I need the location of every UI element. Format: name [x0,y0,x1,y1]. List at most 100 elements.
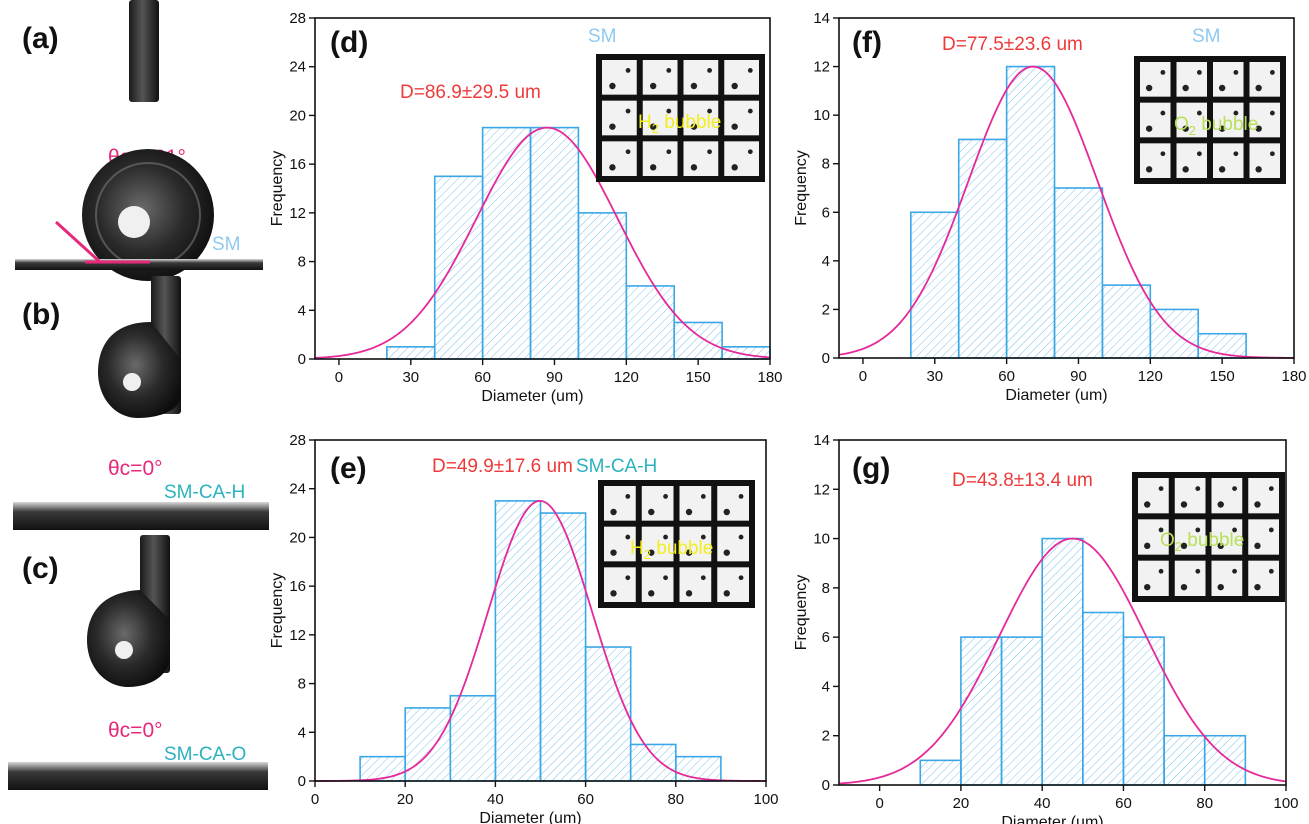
mesh-opening [679,567,712,602]
x-tick-label: 100 [1273,795,1298,812]
bubble [690,82,698,90]
sample-label-a: SM [212,234,241,255]
mesh-opening [717,486,749,521]
mean-diameter-label: D=49.9±17.6 um [432,456,573,477]
histogram-d: 0 30 60 90 120 150 180 0 4 8 12 16 20 24 28 Diameter (u… [269,10,783,405]
gaussian-fit-curve [314,126,771,359]
bubble [1158,486,1164,491]
y-tick-label: 0 [298,773,306,790]
bubble [731,123,738,130]
panel-letter-c: (c) [22,552,59,585]
histogram-bar [1000,636,1043,786]
histogram-bar [386,346,436,360]
plot-frame [838,17,1295,359]
bubble [625,149,631,155]
bubble [1182,125,1189,132]
y-tick-label: 14 [813,10,830,27]
y-tick-label: 8 [822,156,830,173]
y-tick-label: 4 [822,678,830,695]
histogram-f: 0 30 60 90 120 150 180 0 2 4 6 8 10 12 14 Diameter (um)… [793,10,1307,404]
bubble [1269,151,1275,157]
y-tick-label: 2 [822,301,830,318]
mesh-opening [1174,478,1206,514]
y-tick-label: 8 [298,676,306,693]
bubble [663,494,668,499]
bubble [625,108,631,114]
mesh-opening [1248,478,1279,514]
plot-frame [838,439,1287,786]
histogram-bar [529,126,580,360]
sample-label: SM [588,26,617,47]
bubble [723,549,730,556]
bubble [1196,151,1202,157]
droplet-highlight [115,641,133,659]
bubble [1233,70,1239,75]
mesh-opening [1138,519,1169,555]
bubble-inset-image: H2 bubble [598,480,755,608]
mesh-opening [1249,143,1280,178]
x-tick-label: 30 [402,369,419,386]
histogram-bar [674,755,722,782]
y-tick-label: 12 [289,205,306,222]
mesh-opening [1140,62,1171,97]
y-tick-label: 6 [822,204,830,221]
bubble [723,508,730,516]
histogram-bar [584,646,632,782]
x-axis-title: Diameter (um) [481,388,583,405]
bubble [1196,70,1202,75]
contact-angle-label-c: θc=0° [108,719,163,742]
bubble [649,164,657,171]
mesh-opening [1174,560,1206,596]
bubble [1218,125,1226,132]
mesh-opening [717,567,749,602]
droplet-image [98,322,181,418]
bubble [610,590,617,597]
bubble [1269,70,1275,75]
mesh-opening [1140,143,1171,178]
bubble [648,549,655,556]
bubble [700,534,706,540]
bubble [1196,110,1202,116]
bubble [663,575,668,581]
bubble [649,82,657,90]
y-tick-label: 0 [298,351,306,368]
bubble [1233,110,1239,116]
plot-frame [314,439,767,782]
x-tick-label: 90 [1070,368,1087,385]
inset-label: O2 bubble [1174,114,1258,138]
photo-panel-c: (c) θc=0° SM-CA-O [8,535,268,790]
bubble [609,123,616,130]
gaussian-fit-curve [838,65,1295,359]
bubble [1232,527,1237,533]
bubble [685,549,693,556]
bubble [609,164,616,171]
mesh-opening [604,486,636,521]
mesh-opening [641,486,674,521]
bubble [1145,125,1153,132]
needle-image [129,0,159,102]
bubble [1254,583,1261,591]
droplet-highlight [118,206,150,238]
bubble [1217,583,1224,591]
histogram-bar [1149,308,1200,359]
bubble [1268,486,1274,491]
mean-diameter-label: D=86.9±29.5 um [400,82,541,103]
bubble [738,494,744,499]
histogram-bar [919,759,962,786]
mesh-opening [717,526,749,562]
x-axis-title: Diameter (um) [1005,387,1107,404]
bubble [731,164,738,171]
y-tick-label: 16 [289,578,306,595]
bubble [1255,125,1262,132]
bubble [723,590,730,597]
mesh-opening [724,141,759,176]
mesh-opening [683,141,719,176]
bubble [1145,166,1153,173]
x-tick-label: 180 [757,369,782,386]
y-tick-label: 24 [289,481,306,498]
mean-diameter-label: D=43.8±13.4 um [952,470,1093,491]
y-tick-label: 12 [813,59,830,76]
panel-letter: (f) [852,26,882,59]
bubble [1195,527,1201,533]
mesh-opening [1248,560,1279,596]
